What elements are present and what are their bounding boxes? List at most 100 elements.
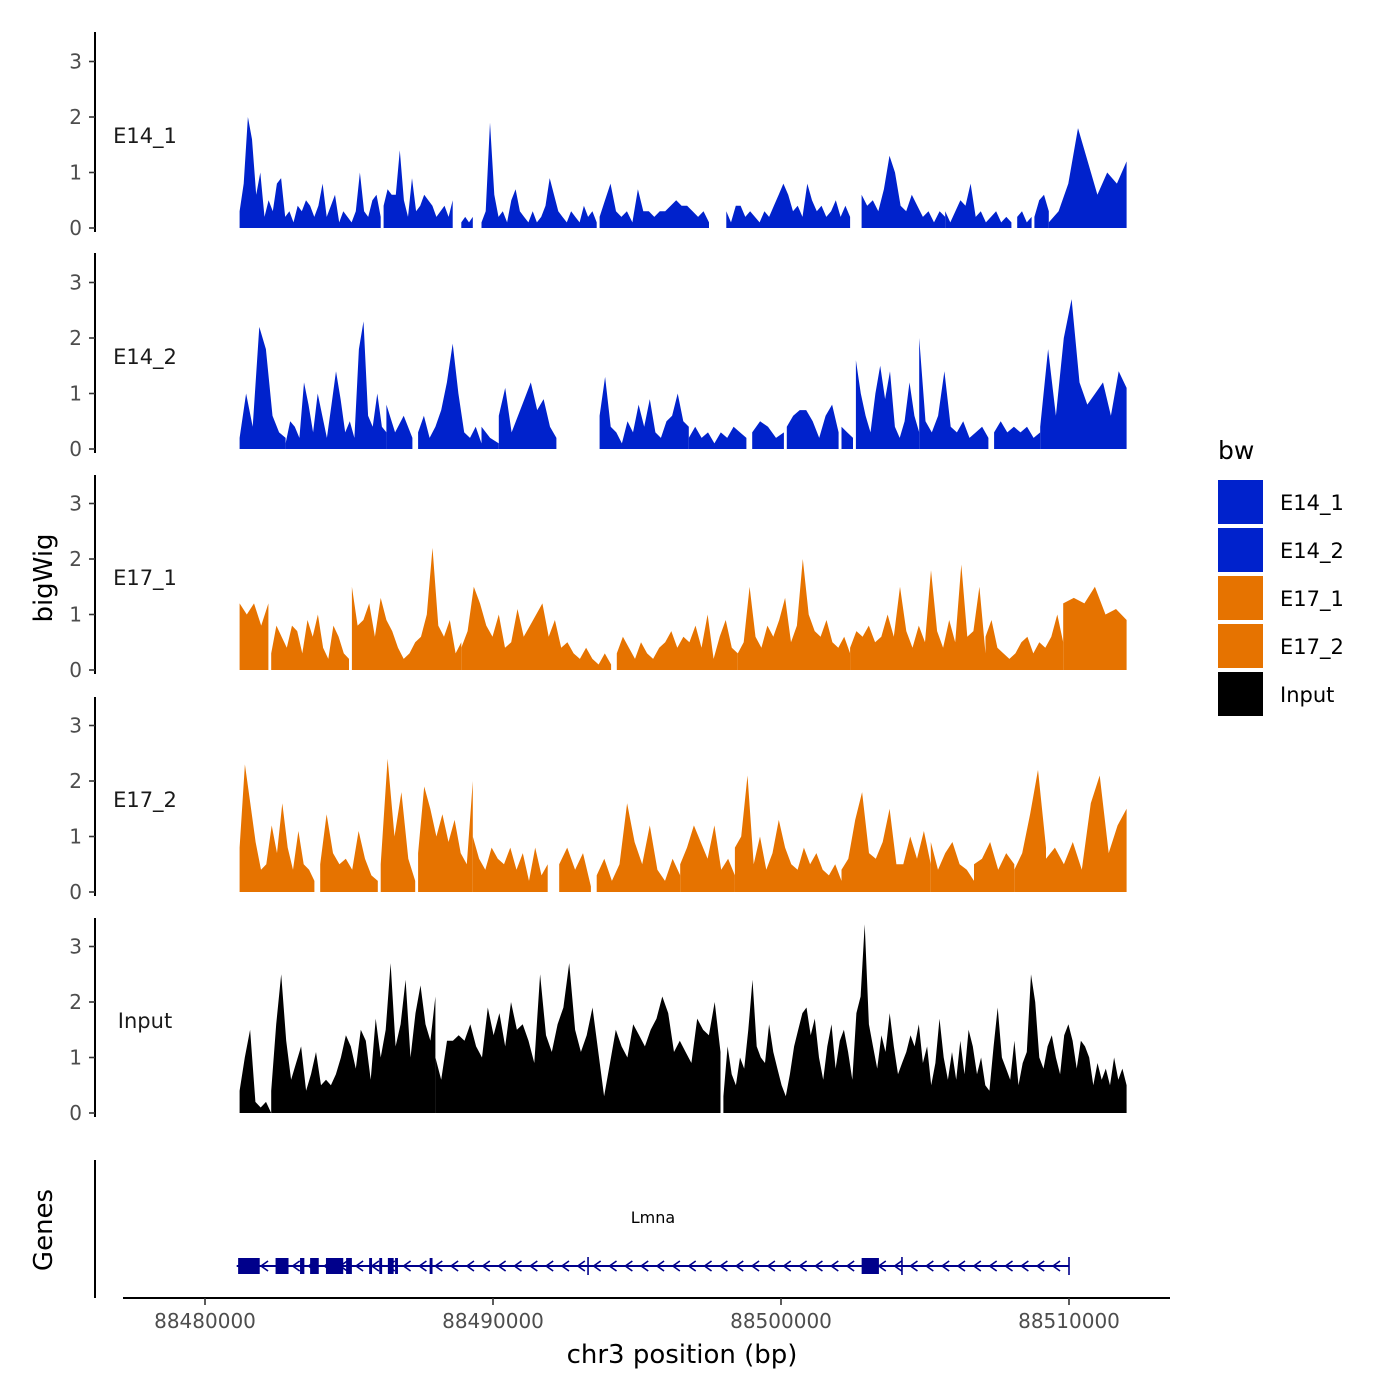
y-tick-label: 1 bbox=[69, 382, 82, 406]
strand-arrow bbox=[766, 1260, 776, 1272]
strand-arrow bbox=[1035, 1260, 1045, 1272]
strand-arrow bbox=[1004, 1260, 1013, 1272]
y-tick-label: 1 bbox=[69, 603, 82, 627]
exon-block bbox=[429, 1258, 433, 1274]
coverage-area bbox=[320, 814, 378, 892]
coverage-area bbox=[1017, 211, 1032, 228]
legend-item-label: E17_2 bbox=[1280, 635, 1344, 660]
strand-arrow bbox=[750, 1260, 760, 1272]
coverage-area bbox=[919, 338, 989, 449]
strand-arrow bbox=[1051, 1260, 1061, 1272]
coverage-area bbox=[994, 421, 1041, 449]
coverage-area bbox=[239, 603, 269, 670]
exon-block bbox=[300, 1258, 305, 1274]
strand-arrow bbox=[893, 1260, 903, 1272]
track-label: E14_1 bbox=[113, 124, 177, 149]
coverage-area bbox=[985, 614, 1064, 670]
strand-arrow bbox=[513, 1260, 522, 1272]
strand-arrow bbox=[449, 1260, 459, 1272]
y-tick-label: 0 bbox=[69, 437, 82, 461]
coverage-area bbox=[850, 586, 925, 670]
strand-arrow bbox=[719, 1260, 728, 1272]
strand-arrow bbox=[1019, 1260, 1029, 1272]
strand-arrow bbox=[734, 1260, 744, 1272]
track-label: E17_2 bbox=[113, 788, 177, 813]
strand-arrow bbox=[259, 1260, 269, 1272]
coverage-area bbox=[616, 614, 738, 670]
legend-item-label: E17_1 bbox=[1280, 587, 1344, 612]
coverage-area bbox=[841, 792, 931, 892]
exon-block bbox=[861, 1258, 879, 1274]
exon-block bbox=[325, 1258, 344, 1274]
strand-arrow bbox=[782, 1260, 792, 1272]
x-tick-label: 88500000 bbox=[730, 1309, 832, 1333]
coverage-area bbox=[726, 183, 851, 228]
strand-arrow bbox=[924, 1260, 934, 1272]
coverage-area bbox=[461, 586, 612, 670]
coverage-area bbox=[1034, 194, 1049, 228]
y-tick-label: 2 bbox=[69, 990, 82, 1014]
strand-arrow bbox=[544, 1260, 554, 1272]
coverage-area bbox=[1014, 769, 1046, 892]
y-tick-label: 2 bbox=[69, 326, 82, 350]
track-E14_2: 0 1 2 3 E14_2 bbox=[69, 253, 1127, 461]
strand-arrow bbox=[940, 1260, 950, 1272]
gene-track-title: Genes bbox=[29, 1189, 59, 1271]
gene-name-label: Lmna bbox=[631, 1208, 675, 1227]
coverage-area bbox=[786, 404, 839, 449]
strand-arrow bbox=[988, 1260, 998, 1272]
exon-block bbox=[310, 1258, 319, 1274]
coverage-area bbox=[945, 183, 1012, 228]
coverage-area bbox=[841, 426, 853, 449]
coverage-area bbox=[435, 963, 721, 1113]
legend-item-label: E14_1 bbox=[1280, 491, 1344, 516]
track-E17_1: 0 1 2 3 E17_1 bbox=[69, 475, 1127, 682]
coverage-area bbox=[1040, 299, 1127, 449]
track-label: Input bbox=[118, 1009, 172, 1033]
coverage-area bbox=[481, 426, 499, 449]
coverage-area bbox=[285, 321, 387, 449]
legend-swatch bbox=[1218, 480, 1263, 524]
track-E14_1: 0 1 2 3 E14_1 bbox=[69, 32, 1127, 240]
strand-arrow bbox=[703, 1260, 713, 1272]
strand-arrow bbox=[497, 1260, 507, 1272]
y-tick-label: 2 bbox=[69, 769, 82, 793]
exon-block bbox=[379, 1258, 383, 1274]
x-tick-label: 88480000 bbox=[154, 1309, 256, 1333]
strand-arrow bbox=[956, 1260, 966, 1272]
strand-arrow bbox=[845, 1260, 855, 1272]
y-axis-title: bigWig bbox=[29, 533, 59, 622]
coverage-area bbox=[498, 382, 557, 449]
y-tick-label: 2 bbox=[69, 547, 82, 571]
exon-block bbox=[346, 1258, 352, 1274]
strand-arrow bbox=[291, 1260, 301, 1272]
strand-arrow bbox=[687, 1260, 697, 1272]
coverage-area bbox=[239, 764, 315, 892]
track-label: E14_2 bbox=[113, 345, 177, 370]
coverage-area bbox=[380, 758, 416, 892]
legend: bw E14_1 E14_2 E17_1 E17_2 Input bbox=[1218, 436, 1344, 716]
strand-arrow bbox=[655, 1260, 665, 1272]
strand-arrow bbox=[909, 1260, 918, 1272]
strand-arrow bbox=[623, 1260, 633, 1272]
strand-arrow bbox=[972, 1260, 982, 1272]
y-tick-label: 1 bbox=[69, 825, 82, 849]
strand-arrow bbox=[592, 1260, 602, 1272]
coverage-area bbox=[1048, 128, 1127, 228]
exon-block bbox=[275, 1258, 289, 1274]
coverage-area bbox=[925, 564, 986, 670]
coverage-area bbox=[723, 924, 1127, 1113]
coverage-area bbox=[239, 1029, 272, 1113]
coverage-area bbox=[752, 421, 784, 449]
coverage-area bbox=[472, 836, 548, 892]
legend-swatch bbox=[1218, 624, 1263, 668]
strand-arrow bbox=[608, 1260, 617, 1272]
coverage-area bbox=[1063, 586, 1127, 670]
coverage-area bbox=[599, 183, 709, 228]
strand-arrow bbox=[829, 1260, 839, 1272]
x-tick-label: 88490000 bbox=[442, 1309, 544, 1333]
legend-swatch bbox=[1218, 528, 1263, 572]
strand-arrow bbox=[639, 1260, 649, 1272]
strand-arrow bbox=[465, 1260, 475, 1272]
x-axis: 88480000 88490000 88500000 88510000 bbox=[123, 1297, 1170, 1333]
